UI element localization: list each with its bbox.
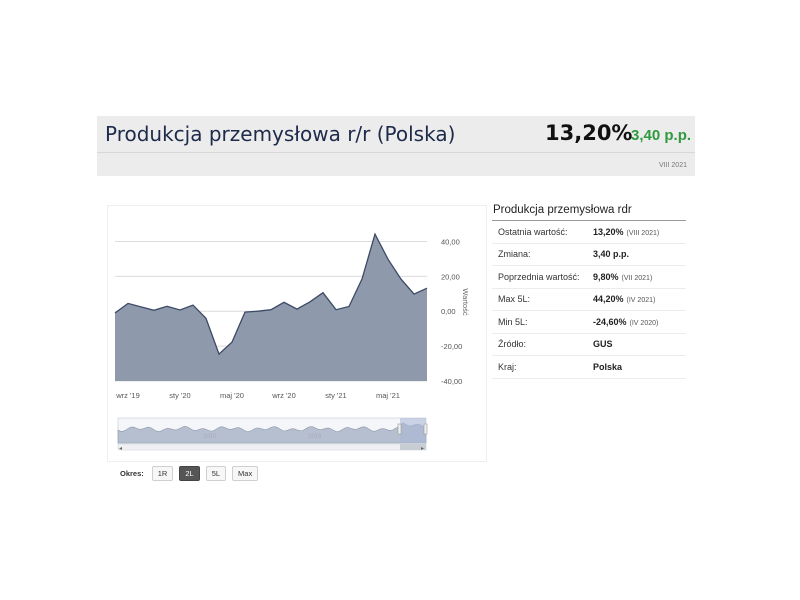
chart-container[interactable]: 40,00 20,00 0,00 -20,00 -40,00 wrz '19 sty '20… (107, 205, 487, 462)
series-area (115, 234, 427, 381)
info-row-value: 13,20% (VIII 2021) (593, 226, 660, 237)
x-tick-label: wrz '20 (271, 391, 296, 400)
info-row-value: 9,80% (VII 2021) (593, 271, 653, 282)
info-row-label: Poprzednia wartość: (498, 271, 580, 282)
scrollbar-track[interactable] (117, 443, 427, 451)
navigator-handle-right[interactable] (423, 423, 428, 435)
info-row-value: 3,40 p.p. (593, 249, 630, 260)
info-row-label: Źródło: (498, 339, 527, 350)
info-row: Zmiana: 3,40 p.p. (492, 244, 686, 266)
info-row: Źródło: GUS (492, 334, 686, 356)
info-row-value: GUS (593, 339, 613, 350)
info-row-label: Min 5L: (498, 316, 528, 327)
info-row-note: (IV 2020) (629, 319, 659, 327)
scrollbar-left-arrow[interactable]: ◂ (119, 446, 122, 452)
info-row: Min 5L: -24,60% (IV 2020) (492, 311, 686, 334)
latest-value: 13,20% (545, 121, 633, 145)
y-tick-label: -40,00 (441, 377, 462, 386)
y-tick-label: 20,00 (441, 272, 460, 281)
page-title: Produkcja przemysłowa r/r (Polska) (105, 122, 456, 146)
series-line (114, 232, 428, 356)
info-row-value: 44,20% (IV 2021) (593, 294, 656, 305)
info-row-note: (IV 2021) (626, 297, 656, 305)
period-button-max[interactable]: Max (232, 466, 259, 481)
navigator-label: 2010 (203, 434, 217, 440)
header-panel: Produkcja przemysłowa r/r (Polska) 13,20… (97, 116, 695, 176)
header-divider (97, 152, 695, 153)
x-tick-label: maj '20 (220, 391, 244, 400)
x-tick-label: sty '20 (169, 391, 190, 400)
info-row: Poprzednia wartość: 9,80% (VII 2021) (492, 266, 686, 289)
y-tick-label: 40,00 (441, 237, 460, 246)
info-row: Ostatnia wartość: 13,20% (VIII 2021) (492, 221, 686, 244)
info-row-note: (VII 2021) (621, 274, 653, 282)
info-panel: Produkcja przemysłowa rdr Ostatnia warto… (492, 204, 686, 379)
info-row: Kraj: Polska (492, 356, 686, 379)
navigator-selection[interactable] (400, 418, 426, 443)
y-tick-label: -20,00 (441, 342, 462, 351)
info-row-note: (VIII 2021) (626, 229, 660, 237)
x-tick-label: sty '21 (325, 391, 346, 400)
info-row-label: Kraj: (498, 361, 517, 372)
scrollbar-right-arrow[interactable]: ▸ (421, 446, 424, 452)
y-axis-label: Wartość (461, 288, 470, 315)
x-tick-label: maj '21 (376, 391, 400, 400)
info-row-value: Polska (593, 361, 623, 372)
x-tick-label: wrz '19 (115, 391, 140, 400)
period-selector: Okres: 1R 2L 5L Max (120, 466, 264, 481)
navigator-label: 2016 (308, 434, 322, 440)
info-row-label: Zmiana: (498, 249, 531, 260)
period-button-1r[interactable]: 1R (151, 466, 174, 481)
info-row-value: -24,60% (IV 2020) (593, 316, 659, 327)
navigator-handle-left[interactable] (397, 423, 402, 435)
period-button-2l[interactable]: 2L (179, 466, 200, 481)
info-row-label: Max 5L: (498, 294, 531, 305)
change-value: 3,40 p.p. (631, 127, 692, 144)
period-label: VIII 2021 (658, 162, 687, 169)
scrollbar-thumb[interactable] (400, 444, 426, 450)
navigator-series (117, 422, 427, 444)
period-buttons: 1R 2L 5L Max (151, 466, 264, 481)
period-selector-label: Okres: (120, 469, 144, 478)
info-row-label: Ostatnia wartość: (498, 226, 568, 237)
period-button-5l[interactable]: 5L (205, 466, 227, 481)
info-row: Max 5L: 44,20% (IV 2021) (492, 289, 686, 311)
area-chart[interactable]: 40,00 20,00 0,00 -20,00 -40,00 wrz '19 sty '20… (108, 206, 486, 461)
info-table: Ostatnia wartość: 13,20% (VIII 2021) Zmiana… (492, 221, 686, 379)
y-tick-label: 0,00 (441, 307, 456, 316)
info-title: Produkcja przemysłowa rdr (492, 204, 686, 221)
